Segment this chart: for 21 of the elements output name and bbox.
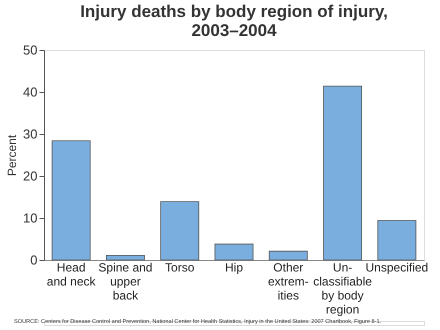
y-tick-label: 30 (23, 126, 38, 142)
y-tick-label: 50 (23, 42, 38, 58)
x-tick-label: Spine and upper back (98, 260, 152, 302)
bar (106, 254, 145, 260)
bar (377, 220, 416, 260)
y-tick-label: 40 (23, 84, 38, 100)
y-tick-label: 0 (30, 252, 38, 268)
bar (52, 140, 91, 260)
bar (268, 250, 308, 260)
x-tick-label: Hip (224, 260, 244, 274)
chart-title: Injury deaths by body region of injury, 2003–2004 (80, 2, 388, 40)
x-tick-label: Other extrem- ities (268, 260, 309, 302)
x-tick-label: Torso (165, 260, 195, 274)
y-tick-label: 10 (23, 210, 38, 226)
bar (214, 244, 254, 260)
y-tick-label: 20 (23, 168, 38, 184)
x-tick-label: Head and neck (46, 260, 96, 288)
y-axis-title: Percent (5, 134, 20, 176)
x-tick-label: Unspecified (366, 260, 428, 274)
bar (160, 201, 200, 260)
bar (323, 86, 362, 260)
